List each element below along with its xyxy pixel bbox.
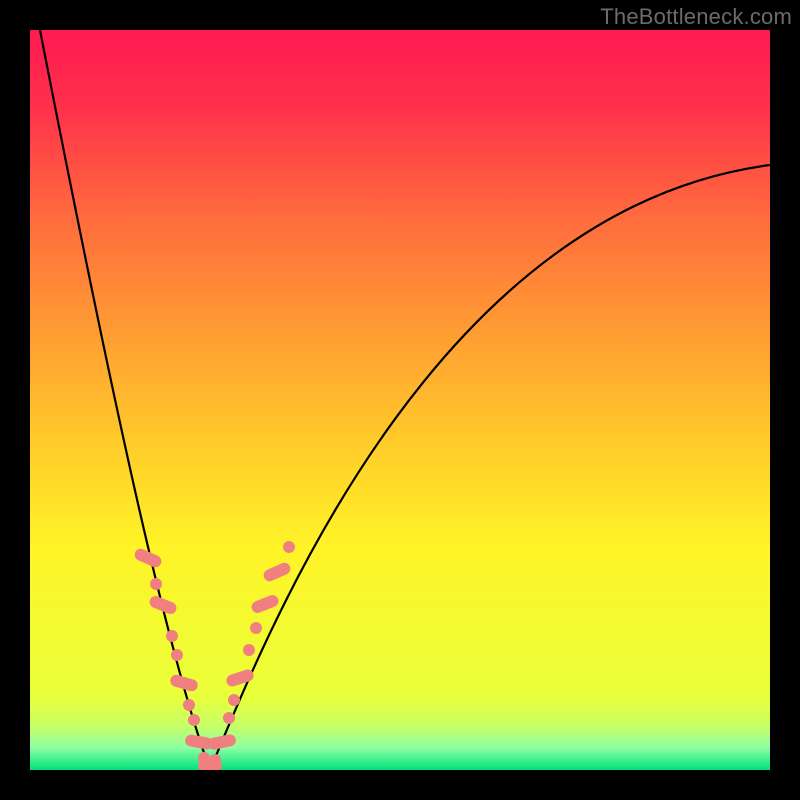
curve-marker-dot xyxy=(171,649,183,661)
curve-marker-dot xyxy=(250,622,262,634)
curve-marker-dot xyxy=(166,630,178,642)
watermark-text: TheBottleneck.com xyxy=(600,4,792,30)
curve-marker-dot xyxy=(150,578,162,590)
chart-gradient-bg xyxy=(30,30,770,770)
bottleneck-curve-chart xyxy=(0,0,800,800)
chart-container: TheBottleneck.com xyxy=(0,0,800,800)
curve-marker-dot xyxy=(183,699,195,711)
curve-marker-dot xyxy=(188,714,200,726)
curve-marker-dot xyxy=(243,644,255,656)
curve-marker-dot xyxy=(283,541,295,553)
curve-marker-dot xyxy=(223,712,235,724)
curve-marker-dot xyxy=(228,694,240,706)
